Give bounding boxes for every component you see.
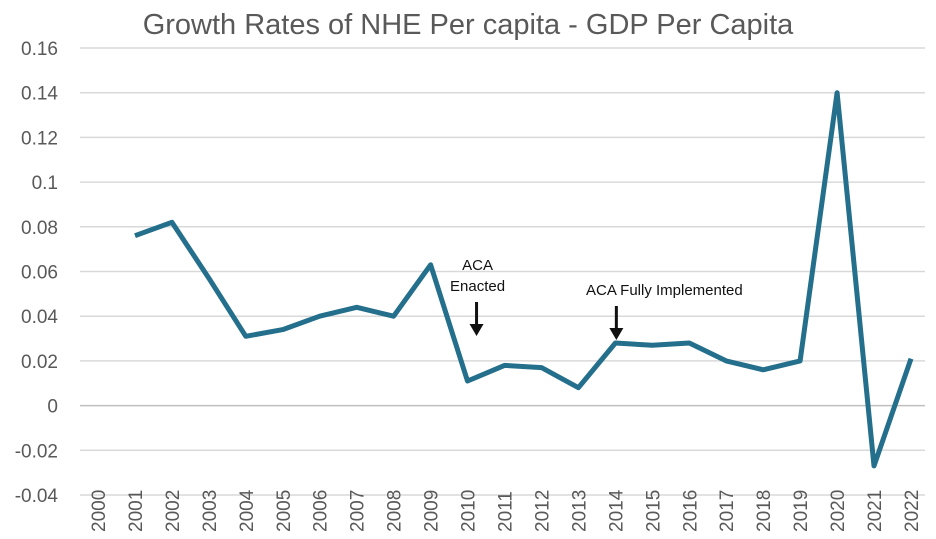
- x-tick-label: 2009: [422, 490, 443, 532]
- y-tick-label: -0.04: [15, 486, 59, 507]
- chart-title: Growth Rates of NHE Per capita - GDP Per…: [143, 9, 794, 41]
- y-tick-label: 0.08: [21, 218, 58, 239]
- x-tick-label: 2018: [754, 490, 775, 532]
- annotation: ACA Fully Implemented: [586, 282, 743, 340]
- y-tick-label: 0: [47, 397, 58, 418]
- x-tick-label: 2019: [791, 490, 812, 532]
- x-tick-label: 2004: [237, 489, 258, 532]
- annotation: ACA Enacted: [450, 257, 505, 336]
- x-tick-label: 2006: [311, 490, 332, 532]
- y-tick-label: -0.02: [15, 441, 58, 462]
- x-tick-label: 2013: [569, 490, 590, 532]
- annotation-label: Enacted: [450, 278, 505, 295]
- x-tick-label: 2010: [459, 490, 480, 532]
- y-tick-label: 0.16: [21, 39, 58, 60]
- y-tick-label: 0.12: [21, 128, 58, 149]
- x-tick-label: 2020: [828, 490, 849, 532]
- y-tick-label: 0.02: [21, 352, 58, 373]
- x-tick-label: 2017: [717, 490, 738, 532]
- x-tick-label: 2002: [163, 490, 184, 532]
- series-line: [134, 90, 914, 469]
- x-tick-label: 2000: [89, 490, 110, 532]
- y-tick-label: 0.1: [32, 173, 58, 194]
- x-tick-label: 2008: [385, 490, 406, 532]
- annotation-label: ACA Fully Implemented: [586, 282, 743, 299]
- x-tick-label: 2021: [865, 490, 886, 532]
- y-tick-label: 0.04: [21, 307, 58, 328]
- x-tick-label: 2005: [274, 490, 295, 532]
- x-tick-label: 2014: [606, 489, 627, 532]
- y-tick-label: 0.14: [21, 84, 58, 105]
- x-tick-label: 2015: [643, 490, 664, 532]
- x-tick-label: 2003: [200, 490, 221, 532]
- x-tick-label: 2016: [680, 490, 701, 532]
- y-tick-label: 0.06: [21, 263, 58, 284]
- annotation-label: ACA: [462, 257, 493, 274]
- arrow-head: [609, 328, 624, 340]
- x-tick-label: 2022: [902, 490, 923, 532]
- arrow-head: [469, 324, 484, 336]
- x-tick-label: 2001: [126, 490, 147, 532]
- x-tick-label: 2012: [532, 490, 553, 532]
- x-tick-label: 2011: [496, 491, 517, 532]
- x-tick-label: 2007: [348, 490, 369, 532]
